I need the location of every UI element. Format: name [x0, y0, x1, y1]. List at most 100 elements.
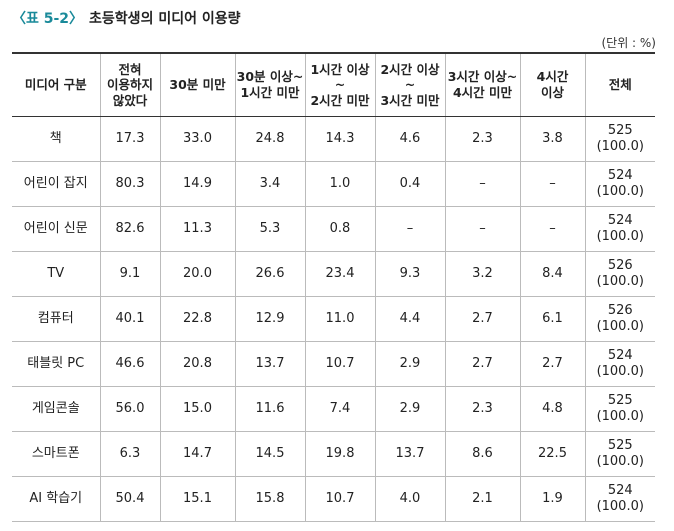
cell: 14.5: [234, 431, 305, 477]
row-header: 책: [12, 116, 100, 162]
cell: 22.8: [159, 296, 235, 342]
cell: –: [519, 161, 585, 207]
column-header: 30분 미만: [159, 52, 235, 117]
cell: 0.4: [374, 161, 445, 207]
cell: 19.8: [304, 431, 375, 477]
cell: 56.0: [99, 386, 160, 432]
cell: 10.7: [304, 341, 375, 387]
row-header: 스마트폰: [12, 431, 100, 477]
unit: (단위 : %): [601, 36, 656, 50]
cell: 1.9: [519, 476, 585, 522]
cell: 1.0: [304, 161, 375, 207]
table-row: TV 9.1 20.0 26.6 23.4 9.3 3.2 8.4 526 (100.0): [12, 251, 655, 297]
cell: 23.4: [304, 251, 375, 297]
title: 〈표 5-2〉 초등학생의 미디어 이용량: [12, 8, 240, 28]
cell: 3.4: [234, 161, 305, 207]
table-row: AI 학습기 50.4 15.1 15.8 10.7 4.0 2.1 1.9 524 (100.…: [12, 476, 655, 522]
cell: 9.1: [99, 251, 160, 297]
header-row: 미디어 구분 전혀 이용하지 않았다 30분 미만 30분 이상~ 1시간 미만 1시간…: [12, 52, 655, 117]
cell: 524 (100.0): [584, 341, 655, 387]
cell: 526 (100.0): [584, 251, 655, 297]
row-header: 태블릿 PC: [12, 341, 100, 387]
cell: –: [374, 206, 445, 252]
cell: 40.1: [99, 296, 160, 342]
row-header: 어린이 신문: [12, 206, 100, 252]
cell: 6.1: [519, 296, 585, 342]
cell: 524 (100.0): [584, 206, 655, 252]
cell: 5.3: [234, 206, 305, 252]
table-row: 어린이 신문 82.6 11.3 5.3 0.8– – –524 (100.0): [12, 206, 655, 252]
table-row: 스마트폰 6.3 14.7 14.5 19.8 13.7 8.6 22.5 525 (100.0…: [12, 431, 655, 477]
row-header: 어린이 잡지: [12, 161, 100, 207]
cell: 24.8: [234, 116, 305, 162]
cell: 2.1: [444, 476, 520, 522]
column-header: 미디어 구분: [12, 52, 100, 117]
cell: 525 (100.0): [584, 386, 655, 432]
cell: 0.8: [304, 206, 375, 252]
cell: 15.0: [159, 386, 235, 432]
cell: 4.0: [374, 476, 445, 522]
table-body: 책 17.3 33.0 24.8 14.3 4.6 2.3 3.8 525 (100.0) 어린이…: [12, 116, 655, 522]
cell: 80.3: [99, 161, 160, 207]
cell: 9.3: [374, 251, 445, 297]
cell: 3.8: [519, 116, 585, 162]
cell: –: [519, 206, 585, 252]
cell: 13.7: [234, 341, 305, 387]
cell: 524 (100.0): [584, 476, 655, 522]
cell: 14.3: [304, 116, 375, 162]
cell: 11.0: [304, 296, 375, 342]
cell: 14.7: [159, 431, 235, 477]
cell: 82.6: [99, 206, 160, 252]
cell: 20.8: [159, 341, 235, 387]
cell: 8.6: [444, 431, 520, 477]
cell: 11.6: [234, 386, 305, 432]
cell: 525 (100.0): [584, 116, 655, 162]
table-title: 초등학생의 미디어 이용량: [89, 11, 241, 27]
cell: 20.0: [159, 251, 235, 297]
cell: 2.9: [374, 341, 445, 387]
cell: 15.8: [234, 476, 305, 522]
cell: 2.3: [444, 116, 520, 162]
cell: 526 (100.0): [584, 296, 655, 342]
column-header: 2시간 이상~ 3시간 미만: [374, 52, 445, 117]
cell: 11.3: [159, 206, 235, 252]
row-header: 컴퓨터: [12, 296, 100, 342]
cell: 525 (100.0): [584, 431, 655, 477]
table-row: 어린이 잡지 80.3 14.9 3.4 1.0 0.4– –524 (100.0): [12, 161, 655, 207]
table-label: 〈표 5-2〉: [12, 11, 84, 27]
cell: 33.0: [159, 116, 235, 162]
cell: 3.2: [444, 251, 520, 297]
cell: 8.4: [519, 251, 585, 297]
cell: 50.4: [99, 476, 160, 522]
cell: 12.9: [234, 296, 305, 342]
cell: 13.7: [374, 431, 445, 477]
cell: 46.6: [99, 341, 160, 387]
cell: 2.7: [444, 341, 520, 387]
cell: 6.3: [99, 431, 160, 477]
cell: 14.9: [159, 161, 235, 207]
column-header: 전혀 이용하지 않았다: [99, 52, 160, 117]
column-header: 1시간 이상~ 2시간 미만: [304, 52, 375, 117]
column-header: 30분 이상~ 1시간 미만: [234, 52, 305, 117]
cell: 2.7: [519, 341, 585, 387]
cell: 2.7: [444, 296, 520, 342]
cell: 4.8: [519, 386, 585, 432]
table-row: 컴퓨터 40.1 22.8 12.9 11.0 4.4 2.7 6.1 526 (100.0): [12, 296, 655, 342]
column-header: 4시간 이상: [519, 52, 585, 117]
table-row: 태블릿 PC 46.6 20.8 13.7 10.7 2.9 2.7 2.7 524 (100.…: [12, 341, 655, 387]
cell: 26.6: [234, 251, 305, 297]
cell: 22.5: [519, 431, 585, 477]
cell: 15.1: [159, 476, 235, 522]
row-header: AI 학습기: [12, 476, 100, 522]
row-header: TV: [12, 251, 100, 297]
cell: 10.7: [304, 476, 375, 522]
cell: 4.4: [374, 296, 445, 342]
cell: 7.4: [304, 386, 375, 432]
column-header: 3시간 이상~ 4시간 미만: [444, 52, 520, 117]
column-header: 전체: [584, 52, 655, 117]
cell: –: [444, 161, 520, 207]
cell: 524 (100.0): [584, 161, 655, 207]
table-row: 게임콘솔 56.0 15.0 11.6 7.4 2.9 2.3 4.8 525 (100.0): [12, 386, 655, 432]
cell: 17.3: [99, 116, 160, 162]
